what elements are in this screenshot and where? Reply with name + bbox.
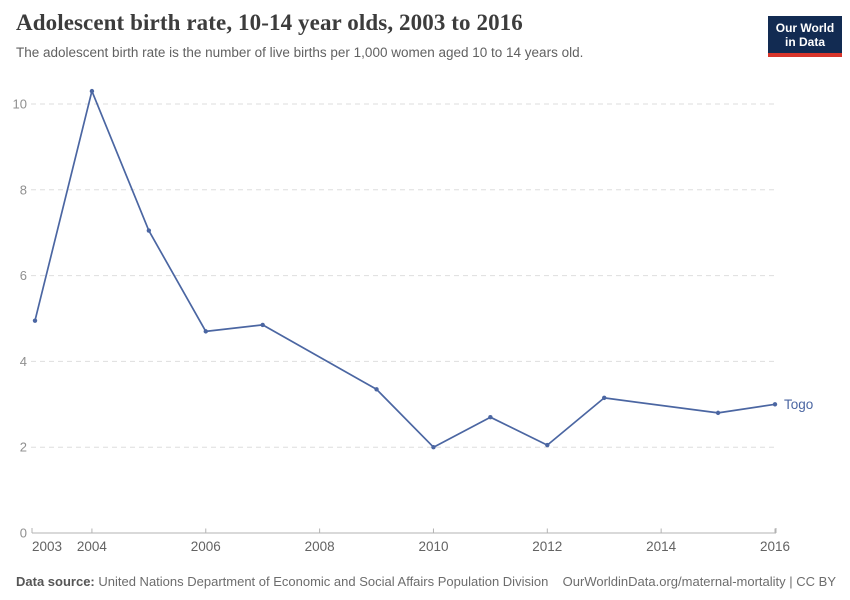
- data-point-togo-2009[interactable]: [374, 387, 379, 392]
- x-tick-label-2016: 2016: [760, 539, 790, 554]
- data-point-togo-2011[interactable]: [488, 414, 493, 420]
- x-tick-label-2003: 2003: [32, 539, 62, 554]
- data-point-togo-2003[interactable]: [32, 318, 38, 323]
- data-point-togo-2005[interactable]: [146, 228, 152, 233]
- owid-logo-line2: in Data: [784, 35, 825, 49]
- series-label-togo[interactable]: Togo: [784, 397, 813, 412]
- x-tick-label-2014: 2014: [646, 539, 677, 554]
- chart-header: Adolescent birth rate, 10-14 year olds, …: [16, 10, 756, 62]
- series-line-togo[interactable]: [34, 90, 776, 449]
- y-tick-label-6: 6: [20, 268, 27, 283]
- y-tick-label-2: 2: [20, 440, 27, 455]
- y-tick-label-8: 8: [20, 182, 27, 197]
- x-tick-label-2008: 2008: [305, 539, 335, 554]
- owid-logo-line1: Our World: [775, 21, 835, 35]
- x-tick-label-2006: 2006: [191, 539, 221, 554]
- data-point-togo-2015[interactable]: [715, 410, 721, 416]
- x-tick-label-2004: 2004: [77, 539, 108, 554]
- data-point-togo-2006[interactable]: [203, 329, 208, 334]
- x-tick-label-2010: 2010: [418, 539, 448, 554]
- data-source-text: United Nations Department of Economic an…: [94, 574, 549, 589]
- data-source-label: Data source:: [16, 574, 95, 589]
- data-point-togo-2013[interactable]: [602, 395, 607, 401]
- data-point-togo-2004[interactable]: [89, 88, 95, 94]
- page-title: Adolescent birth rate, 10-14 year olds, …: [16, 10, 523, 35]
- y-tick-label-4: 4: [20, 354, 27, 369]
- y-tick-label-0: 0: [20, 526, 27, 541]
- data-point-togo-2016[interactable]: [772, 402, 778, 407]
- chart-subtitle: The adolescent birth rate is the number …: [16, 45, 584, 60]
- owid-logo[interactable]: Our World in Data: [768, 16, 842, 57]
- data-point-togo-2007[interactable]: [260, 322, 265, 328]
- y-tick-label-10: 10: [13, 97, 27, 112]
- chart-footer: Data source: United Nations Department o…: [16, 574, 836, 589]
- data-point-togo-2010[interactable]: [431, 445, 436, 450]
- x-tick-label-2012: 2012: [532, 539, 562, 554]
- data-point-togo-2012[interactable]: [545, 442, 550, 448]
- data-source-note: Data source: United Nations Department o…: [16, 574, 548, 589]
- credit-link[interactable]: OurWorldinData.org/maternal-mortality | …: [562, 574, 836, 589]
